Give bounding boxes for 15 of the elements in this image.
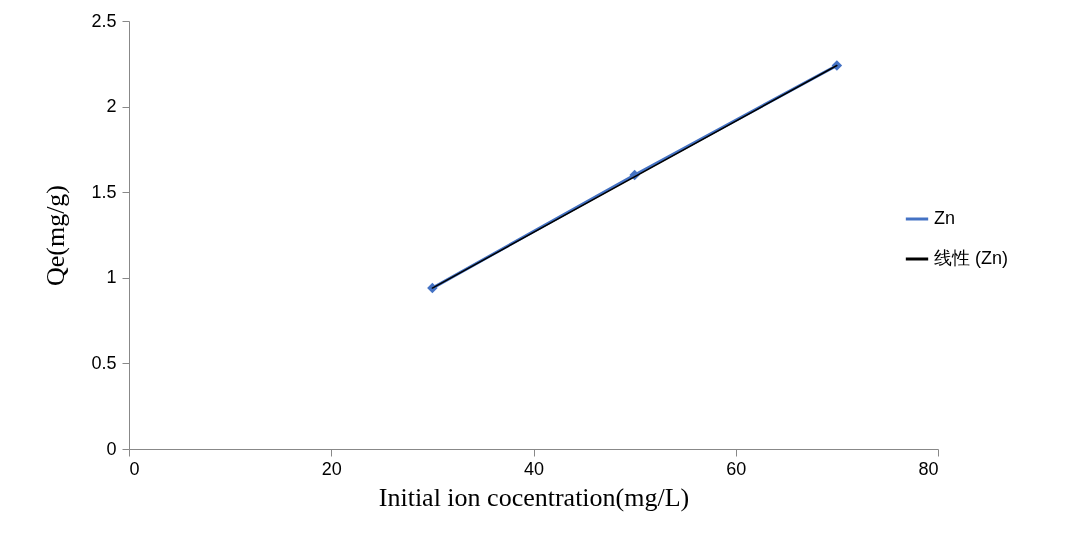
y-tick-label: 2	[106, 96, 117, 117]
legend-label: 线性 (Zn)	[934, 248, 1008, 268]
legend-label: Zn	[934, 208, 956, 228]
x-tick-label: 20	[321, 458, 342, 479]
x-axis-title: Initial ion cocentration(mg/L)	[378, 482, 690, 512]
x-tick-label: 60	[726, 458, 747, 479]
y-tick-label: 2.5	[91, 10, 117, 31]
x-tick-label: 40	[523, 458, 545, 479]
y-tick-label: 1	[106, 267, 117, 288]
x-tick-label: 80	[918, 458, 939, 479]
y-tick-label: 0	[106, 438, 117, 459]
y-axis-title: Qe(mg/g)	[41, 184, 71, 287]
x-tick-label: 0	[129, 458, 140, 479]
y-tick-label: 1.5	[91, 181, 117, 202]
y-tick-label: 0.5	[91, 352, 117, 373]
